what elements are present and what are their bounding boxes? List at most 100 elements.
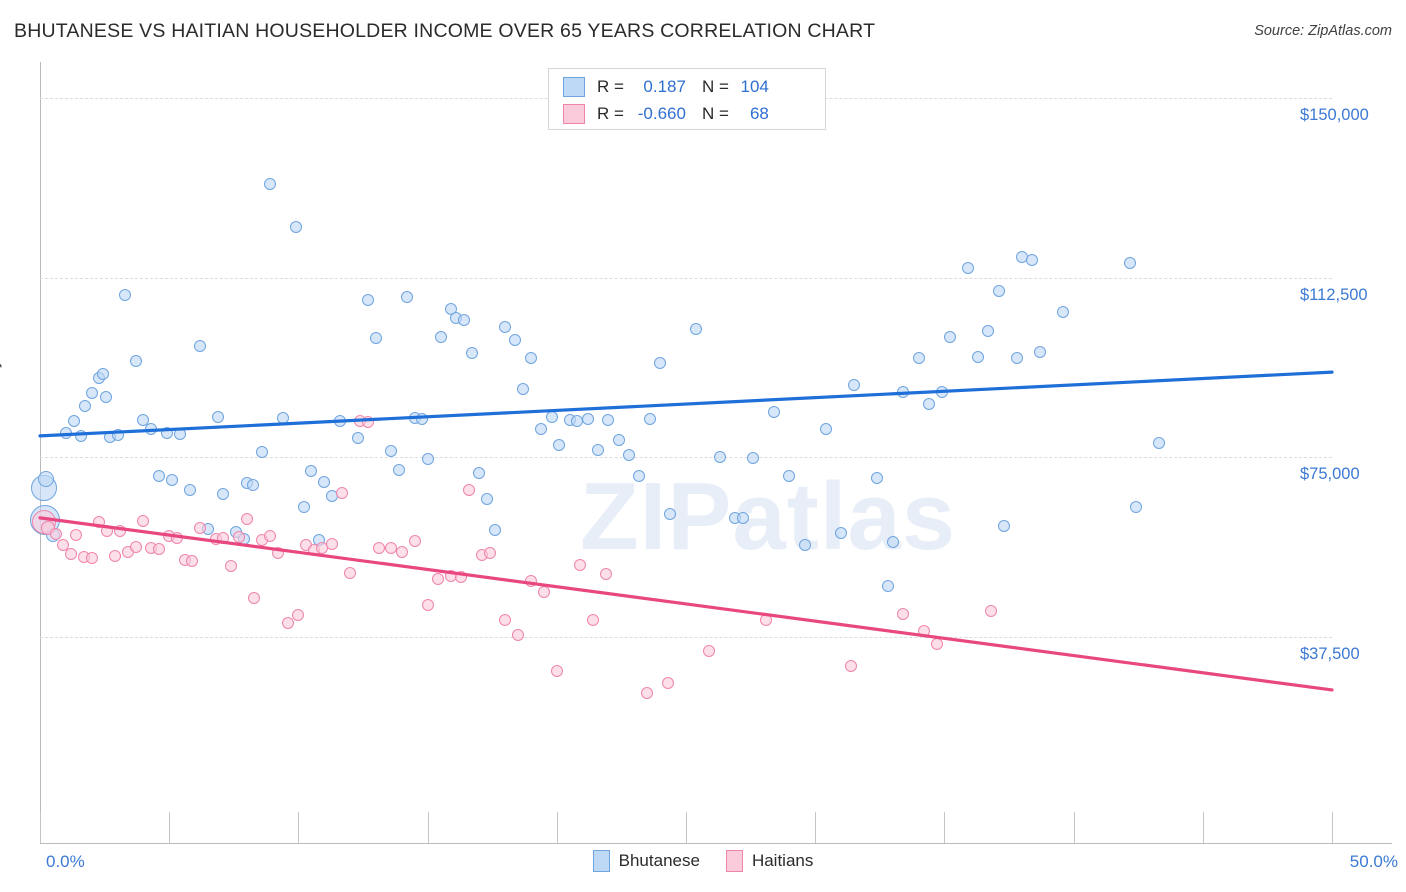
- scatter-point-blue: [297, 500, 310, 513]
- scatter-point-blue: [623, 449, 636, 462]
- n-label-pink: N =: [701, 104, 729, 123]
- scatter-point-blue: [912, 351, 925, 364]
- scatter-point-blue: [289, 221, 302, 234]
- scatter-point-blue: [736, 512, 749, 525]
- x-axis-tick: [40, 812, 41, 843]
- scatter-point-pink: [512, 629, 525, 642]
- y-axis-line: [40, 62, 41, 844]
- scatter-point-pink: [186, 555, 199, 568]
- scatter-point-blue: [798, 538, 811, 551]
- series-legend: Bhutanese Haitians: [0, 850, 1406, 872]
- x-axis-tick: [556, 812, 558, 843]
- scatter-point-blue: [263, 178, 276, 191]
- scatter-point-blue: [305, 464, 318, 477]
- scatter-point-blue: [961, 261, 974, 274]
- scatter-point-blue: [183, 484, 196, 497]
- scatter-point-blue: [592, 443, 605, 456]
- x-axis-tick: [169, 812, 171, 843]
- n-value-blue: 104: [740, 77, 769, 96]
- legend-marker-haitians-icon: [725, 850, 743, 872]
- correlation-row-bhutanese: R = 0.187 N = 104: [563, 74, 769, 100]
- scatter-point-blue: [881, 579, 894, 592]
- scatter-point-blue: [457, 313, 470, 326]
- scatter-point-blue: [421, 452, 434, 465]
- scatter-point-blue: [897, 385, 910, 398]
- scatter-point-pink: [101, 525, 114, 538]
- scatter-point-pink: [574, 559, 587, 572]
- legend-swatch-pink-icon: [563, 104, 585, 124]
- scatter-point-blue: [1026, 254, 1039, 267]
- r-value-blue: 0.187: [643, 77, 686, 96]
- scatter-point-blue: [871, 472, 884, 485]
- legend-label-bhutanese: Bhutanese: [618, 851, 700, 870]
- scatter-point-blue: [217, 487, 230, 500]
- scatter-point-blue: [992, 285, 1005, 298]
- scatter-point-blue: [690, 322, 703, 335]
- scatter-point-blue: [982, 325, 995, 338]
- scatter-point-blue: [119, 288, 132, 301]
- scatter-point-blue: [612, 434, 625, 447]
- r-label-pink: R =: [597, 104, 624, 123]
- scatter-point-pink: [325, 538, 338, 551]
- scatter-point-blue: [333, 415, 346, 428]
- scatter-point-pink: [421, 599, 434, 612]
- scatter-point-blue: [886, 536, 899, 549]
- scatter-point-blue: [1057, 305, 1070, 318]
- scatter-point-blue: [499, 321, 512, 334]
- legend-marker-bhutanese-icon: [592, 850, 610, 872]
- scatter-point-blue: [767, 406, 780, 419]
- scatter-point-pink: [395, 545, 408, 558]
- scatter-point-blue: [434, 330, 447, 343]
- scatter-point-blue: [111, 429, 124, 442]
- scatter-point-blue: [1010, 352, 1023, 365]
- scatter-point-blue: [535, 423, 548, 436]
- scatter-point-blue: [943, 331, 956, 344]
- scatter-point-pink: [344, 567, 357, 580]
- x-axis-tick: [1202, 812, 1204, 843]
- scatter-point-blue: [97, 368, 110, 381]
- scatter-point-blue: [922, 398, 935, 411]
- y-tick-label: $150,000: [1300, 105, 1369, 124]
- scatter-point-blue: [152, 469, 165, 482]
- scatter-point-pink: [431, 572, 444, 585]
- gridline: [40, 637, 1332, 639]
- scatter-point-pink: [263, 529, 276, 542]
- x-axis-tick: [686, 812, 687, 843]
- page-title: BHUTANESE VS HAITIAN HOUSEHOLDER INCOME …: [14, 20, 876, 42]
- y-axis-title: Householder Income Over 65 years: [0, 328, 2, 582]
- scatter-point-blue: [362, 293, 375, 306]
- scatter-point-pink: [462, 484, 475, 497]
- x-axis-label-min: 0.0%: [46, 852, 85, 871]
- scatter-point-blue: [581, 412, 594, 425]
- scatter-point-pink: [984, 604, 997, 617]
- r-label-blue: R =: [597, 77, 624, 96]
- scatter-point-pink: [65, 548, 77, 561]
- scatter-point-blue: [160, 426, 173, 439]
- legend-item-bhutanese[interactable]: Bhutanese: [592, 850, 700, 872]
- scatter-point-pink: [641, 687, 654, 700]
- x-axis-tick: [1332, 812, 1333, 843]
- scatter-point-blue: [79, 400, 92, 413]
- scatter-point-blue: [643, 413, 656, 426]
- correlation-row-haitians: R = -0.660 N = 68: [563, 101, 769, 127]
- scatter-point-pink: [661, 676, 674, 689]
- legend-item-haitians[interactable]: Haitians: [725, 850, 813, 872]
- scatter-point-blue: [473, 466, 486, 479]
- scatter-point-blue: [38, 471, 55, 488]
- gridline: [40, 457, 1332, 459]
- scatter-point-blue: [481, 493, 494, 506]
- scatter-point-pink: [362, 416, 375, 428]
- scatter-point-pink: [845, 660, 858, 672]
- r-value-pink: -0.660: [637, 104, 686, 123]
- scatter-point-blue: [602, 413, 615, 426]
- scatter-point-blue: [835, 526, 848, 539]
- scatter-point-pink: [550, 665, 563, 678]
- scatter-point-pink: [271, 546, 284, 559]
- scatter-point-pink: [897, 608, 910, 621]
- x-axis-tick: [815, 812, 817, 843]
- scatter-point-pink: [85, 552, 98, 565]
- scatter-point-blue: [67, 415, 80, 428]
- x-axis-tick: [427, 812, 429, 843]
- scatter-point-pink: [336, 486, 349, 499]
